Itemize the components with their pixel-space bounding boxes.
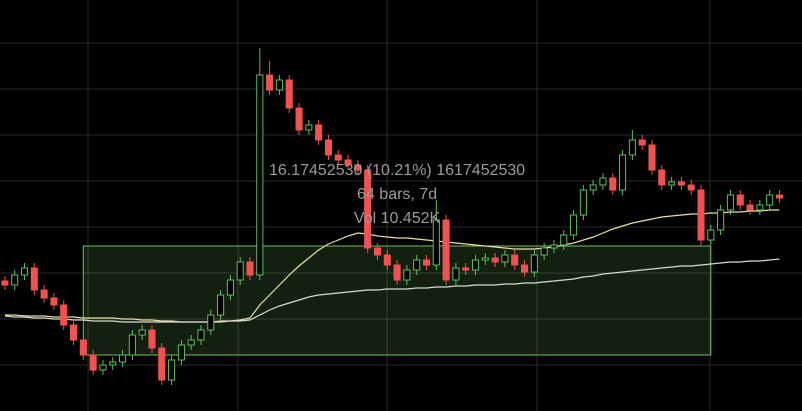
candle-body [413, 259, 421, 271]
candle-body [197, 329, 205, 341]
candle-body [422, 259, 431, 266]
candle-body [148, 329, 156, 349]
candle-body [570, 214, 578, 236]
candle-body [579, 189, 587, 216]
candle-body [766, 194, 774, 206]
candle-body [530, 254, 538, 273]
candle-body [315, 124, 323, 141]
candle-body [619, 154, 627, 191]
candle-body [687, 184, 695, 191]
candle-body [99, 364, 107, 371]
candle-body [275, 79, 283, 91]
candle-body [442, 219, 450, 281]
vertical-grid [87, 0, 711, 411]
moving-average [4, 258, 780, 323]
candle-body [246, 261, 254, 276]
candle-body [217, 294, 225, 316]
candle-body [560, 234, 568, 246]
candle-body [648, 144, 656, 171]
candle-body [736, 194, 744, 206]
candle-body [393, 264, 401, 281]
candle-body [589, 184, 597, 191]
candle-body [266, 74, 274, 91]
candle-body [481, 257, 489, 261]
measure-label: 64 bars, 7d [357, 186, 437, 203]
candle-body [158, 347, 166, 381]
candle-body [609, 177, 617, 191]
candle-body [775, 194, 783, 199]
candle-body [69, 324, 78, 341]
candle-body [40, 289, 48, 299]
candle-body [50, 297, 58, 306]
candle-body [668, 181, 676, 186]
candle-body [599, 177, 607, 186]
candle-body [717, 209, 725, 231]
candle-body [1, 280, 9, 286]
candle-body [79, 339, 87, 356]
candle-body [20, 267, 29, 276]
candle-body [471, 259, 480, 271]
candle-body [168, 359, 176, 381]
candle-body [119, 354, 127, 363]
candle-body [324, 139, 332, 156]
candle-body [128, 334, 136, 356]
candle-body [383, 254, 391, 266]
candle-body [138, 329, 146, 336]
candle-body [364, 169, 372, 249]
candle-body [491, 257, 499, 263]
candle-body [520, 264, 529, 273]
candle-body [726, 194, 734, 211]
candle-body [295, 107, 303, 131]
candle-body [285, 79, 293, 109]
candle-body [11, 274, 19, 286]
candle-body [207, 314, 215, 331]
candle-body [707, 229, 715, 241]
candle-body [511, 254, 519, 266]
measure-label: Vol 10.452K [354, 210, 441, 227]
candle-body [403, 269, 411, 281]
candle-body [177, 344, 185, 361]
candle-body [658, 169, 666, 186]
candle-body [187, 339, 195, 346]
candle-body [697, 189, 705, 241]
candle-body [373, 247, 382, 256]
candle-body [432, 219, 440, 266]
candle-body [226, 279, 234, 296]
candle-body [550, 244, 558, 249]
candle-body [109, 361, 117, 366]
candle-body [305, 124, 313, 131]
moving-average [4, 209, 780, 323]
candle-body [60, 304, 68, 326]
candle-body [354, 164, 362, 171]
candle-body [256, 74, 264, 276]
candle-body [638, 139, 646, 146]
candle-body [30, 267, 38, 291]
candle-body [334, 154, 342, 161]
candle-body [677, 181, 685, 186]
measure-label: 16.17452530 (10.21%) 1617452530 [269, 162, 525, 179]
candle-body [344, 159, 352, 166]
candle-body [462, 267, 470, 271]
candle-body [501, 254, 509, 263]
candle-body [540, 247, 548, 256]
candle-body [89, 354, 97, 371]
candle-body [746, 204, 754, 211]
candle-body [756, 204, 764, 211]
candle-body [452, 267, 460, 281]
candle-body [628, 139, 636, 156]
candle-body [236, 261, 244, 281]
